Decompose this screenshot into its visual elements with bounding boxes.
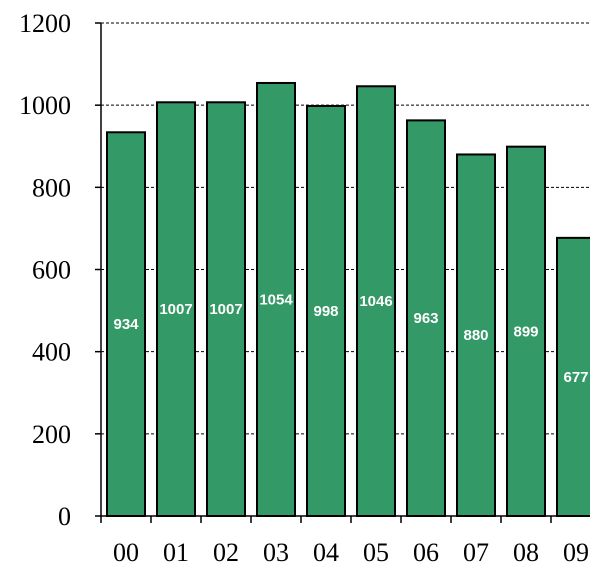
data-label-02: 1007	[209, 301, 242, 318]
x-tick-labels: 00 01 02 03 04 05 06 07 08 09	[113, 538, 589, 567]
bar-07	[456, 153, 496, 517]
x-tick-label-03: 03	[263, 538, 289, 567]
bar-02	[206, 101, 246, 517]
data-label-06: 963	[413, 310, 438, 327]
x-tick-label-02: 02	[213, 538, 239, 567]
y-tick-label-800: 800	[32, 173, 71, 202]
x-tick-label-09: 09	[563, 538, 589, 567]
y-tick-label-0: 0	[58, 502, 71, 531]
x-tick-label-04: 04	[313, 538, 339, 567]
x-tick-label-08: 08	[513, 538, 539, 567]
bar-00	[106, 131, 146, 517]
x-tick-label-05: 05	[363, 538, 389, 567]
bar-08	[506, 145, 546, 517]
bar-05	[356, 85, 396, 517]
y-tick-label-200: 200	[32, 420, 71, 449]
data-label-08: 899	[513, 323, 538, 340]
bar-06	[406, 119, 446, 518]
bars	[106, 81, 590, 518]
y-tick-label-1000: 1000	[19, 91, 71, 120]
data-label-05: 1046	[359, 293, 392, 310]
x-tick-label-01: 01	[163, 538, 189, 567]
bar-03	[256, 81, 296, 518]
data-label-07: 880	[463, 327, 488, 344]
data-label-03: 1054	[259, 291, 293, 308]
y-tick-label-1200: 1200	[19, 9, 71, 38]
data-labels: 934 1007 1007 1054 998 1046 963 880 899 677	[113, 291, 588, 385]
x-tick-label-07: 07	[463, 538, 489, 567]
axes	[95, 22, 590, 523]
data-label-01: 1007	[159, 301, 192, 318]
data-label-00: 934	[113, 316, 139, 333]
data-label-04: 998	[313, 303, 338, 320]
y-tick-label-400: 400	[32, 338, 71, 367]
y-tick-labels: 0 200 400 600 800 1000 1200	[19, 9, 71, 531]
y-tick-label-600: 600	[32, 256, 71, 285]
bar-04	[306, 104, 346, 517]
x-tick-label-00: 00	[113, 538, 139, 567]
data-label-09: 677	[563, 369, 588, 386]
x-tick-label-06: 06	[413, 538, 439, 567]
